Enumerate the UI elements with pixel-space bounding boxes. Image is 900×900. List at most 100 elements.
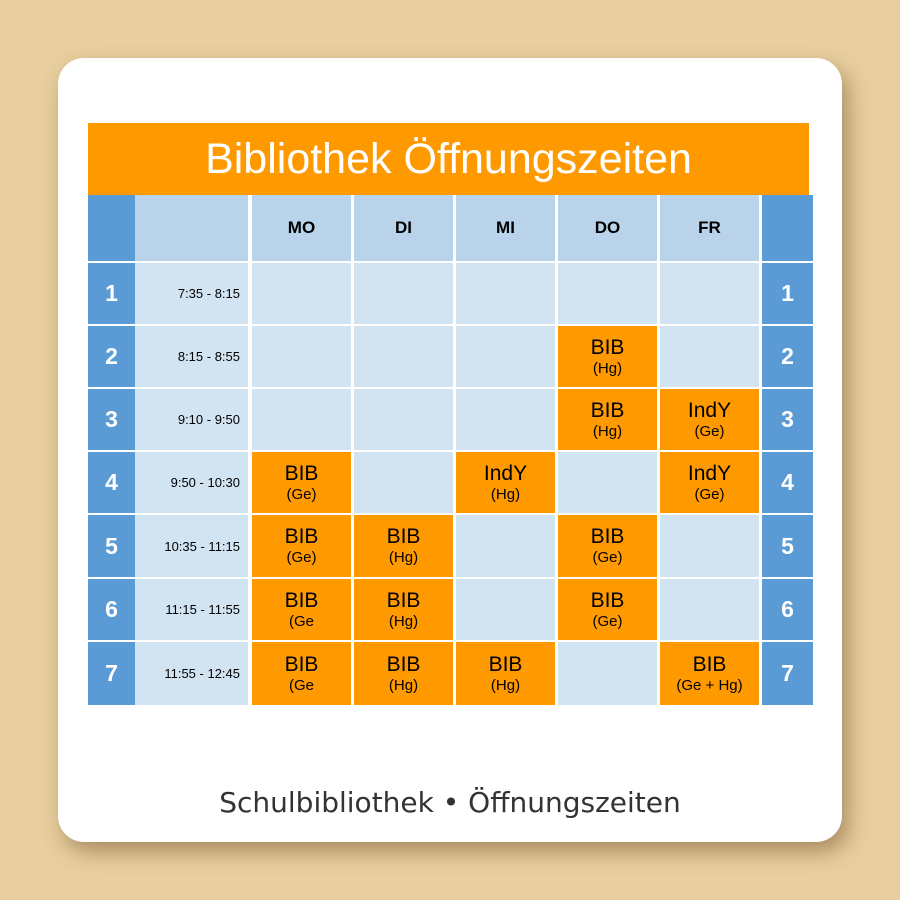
slot-label: BIB (386, 525, 421, 549)
column-divider (657, 326, 660, 387)
schedule-title: Bibliothek Öffnungszeiten (88, 123, 809, 195)
slot-label: BIB (590, 588, 625, 612)
column-divider (453, 452, 456, 513)
column-divider (453, 515, 456, 577)
slot-staff: (Ge) (592, 612, 623, 630)
day-header-di: DI (354, 195, 453, 261)
empty-slot (660, 263, 759, 324)
empty-slot (354, 326, 453, 387)
slot-staff: (Ge (288, 612, 314, 630)
slot-label: IndY (483, 461, 528, 485)
period-number-right: 6 (762, 579, 813, 640)
slot-staff: (Hg) (388, 612, 419, 630)
slot-label: BIB (284, 588, 319, 612)
empty-slot (558, 263, 657, 324)
empty-slot (456, 389, 555, 450)
slot-staff: (Ge) (286, 549, 317, 567)
slot-mo-7: BIB (Ge (252, 642, 351, 705)
slot-mo-4: BIB (Ge) (252, 452, 351, 513)
column-divider (248, 326, 252, 387)
day-header-mo: MO (252, 195, 351, 261)
column-divider (759, 263, 762, 324)
slot-staff: (Ge (288, 676, 314, 694)
period-number-right: 7 (762, 642, 813, 705)
column-divider (351, 326, 354, 387)
schedule-card: Bibliothek Öffnungszeiten MO DI MI DO FR 1 7:3… (58, 58, 842, 842)
slot-label: BIB (590, 335, 625, 359)
slot-staff: (Ge + Hg) (676, 676, 743, 694)
slot-di-5: BIB (Hg) (354, 515, 453, 577)
column-divider (555, 452, 558, 513)
column-divider (248, 263, 252, 324)
column-divider (351, 263, 354, 324)
slot-di-7: BIB (Hg) (354, 642, 453, 705)
column-divider (248, 642, 252, 705)
slot-label: BIB (488, 652, 523, 676)
header-time-blank (135, 195, 248, 261)
column-divider (759, 195, 762, 261)
column-divider (248, 579, 252, 640)
column-divider (657, 389, 660, 450)
column-divider (759, 515, 762, 577)
slot-label: BIB (692, 652, 727, 676)
slot-staff: (Ge) (694, 422, 725, 440)
slot-do-2: BIB (Hg) (558, 326, 657, 387)
slot-staff: (Hg) (592, 422, 623, 440)
column-divider (453, 642, 456, 705)
column-divider (453, 195, 456, 261)
period-number-right: 3 (762, 389, 813, 450)
empty-slot (354, 389, 453, 450)
slot-mo-6: BIB (Ge (252, 579, 351, 640)
slot-mi-7: BIB (Hg) (456, 642, 555, 705)
empty-slot (354, 263, 453, 324)
slot-label: BIB (590, 525, 625, 549)
column-divider (248, 452, 252, 513)
slot-do-3: BIB (Hg) (558, 389, 657, 450)
column-divider (759, 452, 762, 513)
period-time: 11:55 - 12:45 (135, 642, 248, 705)
column-divider (759, 326, 762, 387)
period-number-left: 6 (88, 579, 135, 640)
slot-staff: (Hg) (388, 676, 419, 694)
period-number-right: 1 (762, 263, 813, 324)
column-divider (555, 579, 558, 640)
slot-label: BIB (284, 461, 319, 485)
slot-label: IndY (687, 398, 732, 422)
period-number-right: 5 (762, 515, 813, 577)
slot-staff: (Ge) (694, 485, 725, 503)
period-time: 9:10 - 9:50 (135, 389, 248, 450)
empty-slot (252, 389, 351, 450)
column-divider (555, 195, 558, 261)
slot-staff: (Ge) (592, 549, 623, 567)
slot-mi-4: IndY (Hg) (456, 452, 555, 513)
empty-slot (660, 579, 759, 640)
slot-fr-4: IndY (Ge) (660, 452, 759, 513)
slot-label: IndY (687, 461, 732, 485)
empty-slot (456, 515, 555, 577)
slot-do-6: BIB (Ge) (558, 579, 657, 640)
slot-fr-7: BIB (Ge + Hg) (660, 642, 759, 705)
column-divider (453, 579, 456, 640)
column-divider (351, 389, 354, 450)
slot-staff: (Hg) (388, 549, 419, 567)
slot-staff: (Ge) (286, 485, 317, 503)
period-number-left: 5 (88, 515, 135, 577)
period-time: 11:15 - 11:55 (135, 579, 248, 640)
column-divider (555, 515, 558, 577)
slot-staff: (Hg) (592, 359, 623, 377)
empty-slot (456, 263, 555, 324)
period-number-left: 1 (88, 263, 135, 324)
empty-slot (456, 579, 555, 640)
slot-mo-5: BIB (Ge) (252, 515, 351, 577)
period-time: 10:35 - 11:15 (135, 515, 248, 577)
column-divider (657, 263, 660, 324)
caption: Schulbibliothek • Öffnungszeiten (219, 786, 681, 819)
slot-staff: (Hg) (490, 676, 521, 694)
column-divider (453, 263, 456, 324)
column-divider (657, 452, 660, 513)
slot-do-5: BIB (Ge) (558, 515, 657, 577)
empty-slot (354, 452, 453, 513)
column-divider (759, 579, 762, 640)
empty-slot (558, 642, 657, 705)
empty-slot (558, 452, 657, 513)
